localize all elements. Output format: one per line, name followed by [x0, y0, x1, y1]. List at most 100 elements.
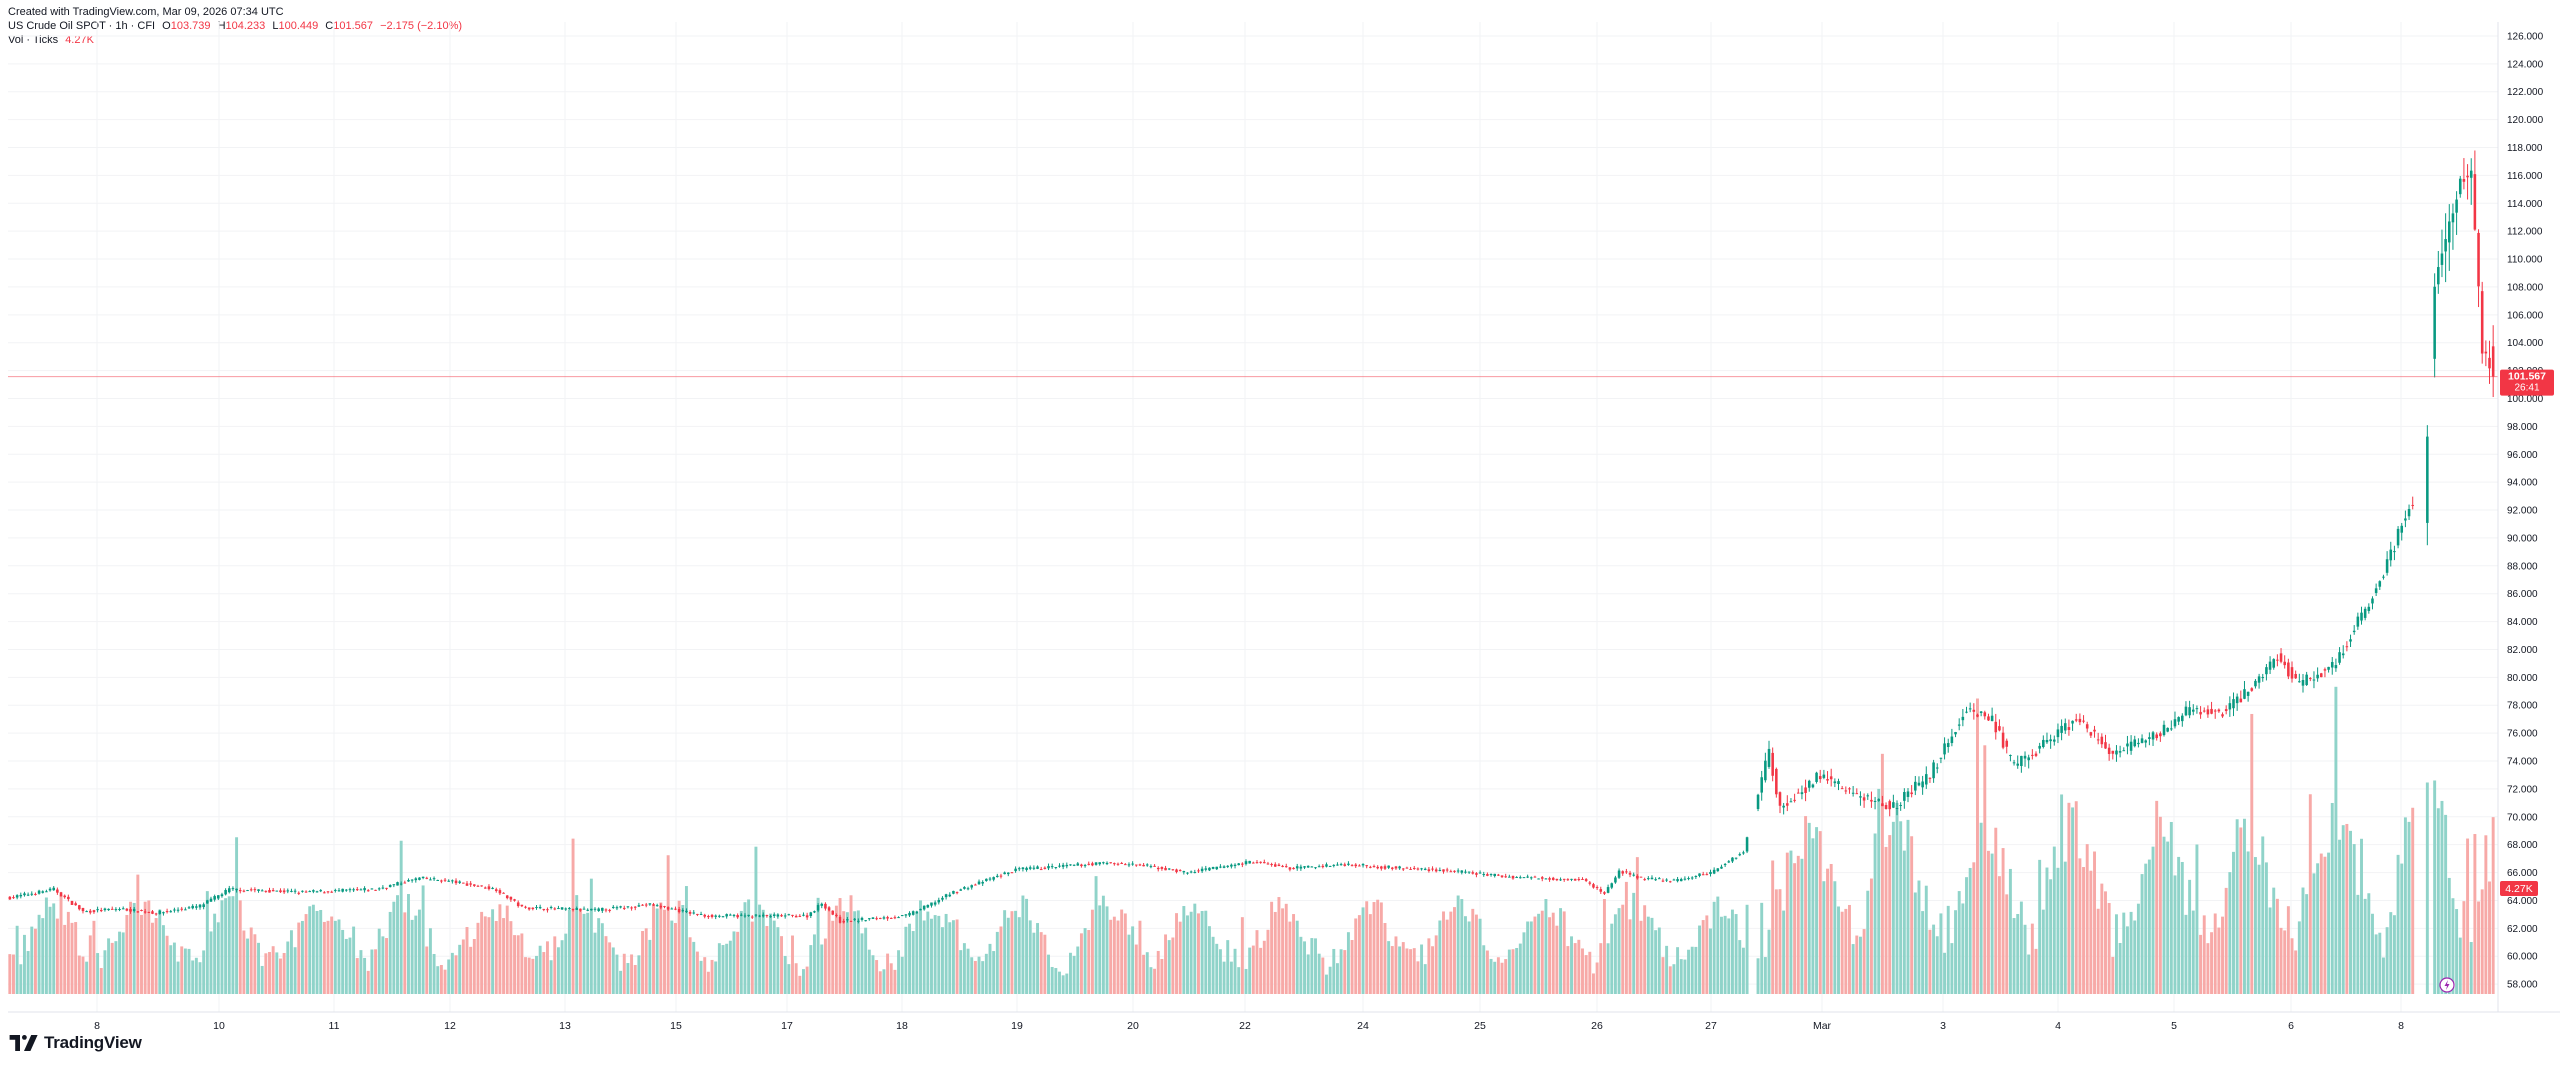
candle-body	[1731, 857, 1734, 862]
candle-body	[505, 895, 509, 899]
candle-body	[2283, 661, 2286, 666]
candle-body	[425, 877, 429, 879]
candle-body	[1914, 781, 1917, 791]
volume-bar	[1888, 835, 1892, 994]
candle-body	[2356, 616, 2360, 627]
volume-bar	[103, 950, 107, 994]
candle-body	[381, 887, 385, 889]
volume-bar	[747, 899, 751, 994]
tradingview-logo[interactable]: TradingView	[9, 1033, 142, 1053]
volume-bar	[1581, 948, 1584, 994]
volume-bar	[2286, 906, 2290, 994]
volume-bar	[1595, 962, 1599, 994]
volume-bar	[1504, 959, 1508, 994]
candle-body	[2382, 576, 2385, 578]
candle-body	[1895, 808, 1899, 810]
volume-bar	[216, 922, 220, 994]
volume-bar	[772, 920, 776, 994]
volume-bar	[220, 900, 224, 994]
volume-bar	[2213, 913, 2217, 994]
volume-bar	[919, 900, 922, 994]
volume-bar	[333, 920, 337, 994]
candle-body	[1910, 792, 1913, 795]
volume-bar	[2107, 902, 2111, 994]
candle-body	[469, 883, 472, 885]
volume-bar	[1186, 915, 1189, 994]
candle-body	[1339, 864, 1343, 866]
volume-bar	[867, 949, 871, 994]
candle-body	[1153, 865, 1156, 867]
volume-bar	[1449, 911, 1453, 994]
candle-body	[1676, 879, 1679, 882]
volume-bar	[937, 915, 941, 994]
candle-body	[1361, 863, 1365, 866]
lightning-icon[interactable]	[2439, 977, 2455, 993]
candle-body	[1303, 866, 1306, 868]
volume-bar	[2180, 861, 2184, 994]
candle-body	[721, 916, 725, 918]
volume-bar	[1676, 947, 1680, 994]
volume-bar	[2440, 800, 2444, 994]
candle-body	[2433, 286, 2436, 359]
volume-bar	[136, 874, 140, 994]
candle-body	[1299, 866, 1303, 869]
candle-body	[1204, 868, 1208, 870]
volume-bar	[198, 962, 202, 994]
volume-bar	[1478, 918, 1482, 994]
volume-title[interactable]: Vol · Ticks	[8, 34, 59, 46]
candle-body	[140, 909, 143, 911]
candle-body	[23, 893, 26, 896]
candle-body	[743, 915, 747, 917]
candle-body	[99, 910, 103, 912]
candle-body	[1745, 837, 1749, 852]
volume-bar	[1332, 948, 1336, 994]
candle-body	[432, 878, 436, 880]
candle-body	[1687, 878, 1690, 880]
volume-bar	[494, 920, 498, 994]
time-axis-label: 27	[1705, 1020, 1717, 1032]
candle-body	[2374, 588, 2378, 593]
volume-bar	[1485, 950, 1489, 994]
volume-bar	[849, 895, 853, 994]
volume-bar	[359, 950, 363, 994]
volume-bar	[619, 970, 623, 994]
candle-body	[436, 880, 440, 882]
volume-bar	[1244, 968, 1248, 994]
candle-body	[476, 885, 480, 887]
candle-body	[655, 905, 659, 907]
volume-bar	[1858, 936, 1862, 994]
candle-body	[1712, 869, 1716, 874]
volume-bar	[2319, 853, 2323, 994]
candle-body	[315, 891, 319, 893]
symbol-title[interactable]: US Crude Oil SPOT · 1h · CFI	[8, 20, 156, 32]
volume-bar	[2466, 838, 2470, 994]
candle-body	[41, 891, 45, 893]
candle-body	[355, 889, 359, 891]
candle-body	[933, 902, 937, 905]
candle-body	[1021, 867, 1025, 870]
volume-bar	[1709, 928, 1712, 994]
volume-bar	[66, 911, 70, 994]
volume-bar	[337, 919, 341, 994]
candle-body	[729, 914, 732, 916]
candle-body	[1727, 861, 1731, 863]
volume-bar	[2261, 836, 2265, 994]
volume-bar	[1540, 910, 1544, 994]
volume-bar	[99, 968, 103, 994]
candle-body	[2349, 639, 2352, 642]
time-axis-label: 8	[2398, 1020, 2404, 1032]
candle-body	[2166, 727, 2169, 732]
volume-bar	[1613, 914, 1617, 994]
volume-bar	[271, 946, 275, 994]
volume-bar	[1123, 913, 1127, 994]
candle-body	[849, 920, 853, 922]
candle-body	[37, 890, 41, 894]
volume-bar	[483, 916, 487, 994]
volume-bar	[692, 941, 696, 994]
candle-body	[542, 908, 546, 910]
candle-body	[2396, 528, 2400, 546]
volume-bar	[2462, 901, 2466, 994]
volume-bar	[1317, 953, 1321, 994]
time-axis-label: 12	[444, 1020, 456, 1032]
